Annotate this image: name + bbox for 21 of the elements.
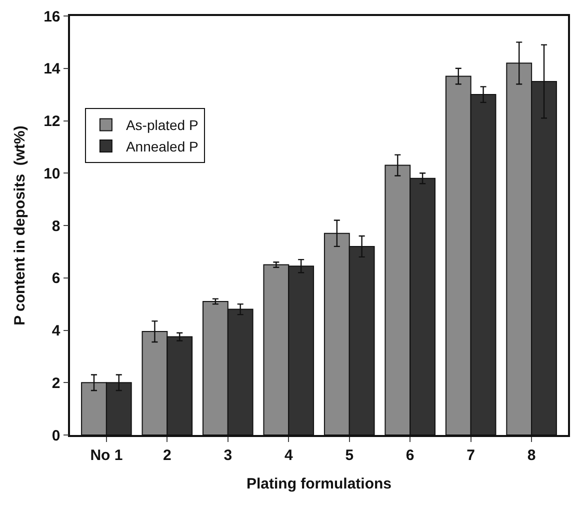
y-tick-label: 16: [44, 8, 60, 26]
y-tick-label: 0: [52, 427, 60, 444]
y-tick-label: 12: [44, 113, 60, 130]
x-tick-label: 7: [466, 446, 475, 464]
x-tick-label: 5: [345, 446, 354, 464]
y-tick-label: 14: [44, 60, 61, 78]
legend-label: As-plated P: [126, 117, 198, 134]
y-tick-label: 6: [52, 270, 60, 288]
y-tick-label: 8: [52, 218, 60, 235]
y-tick-label: 10: [44, 165, 60, 182]
x-tick-label: 3: [224, 446, 232, 464]
x-tick-label: No 1: [90, 446, 123, 464]
y-tick-label: 2: [52, 374, 60, 392]
x-tick-label: 8: [527, 446, 536, 464]
x-axis-title: Plating formulations: [246, 475, 392, 492]
y-axis-title: P content in deposits (wt%): [11, 126, 28, 326]
x-tick-label: 4: [284, 446, 294, 464]
legend-label: Annealed P: [126, 138, 198, 154]
x-tick-label: 2: [163, 446, 172, 464]
y-tick-label: 4: [52, 322, 61, 340]
x-tick-label: 6: [406, 446, 414, 464]
